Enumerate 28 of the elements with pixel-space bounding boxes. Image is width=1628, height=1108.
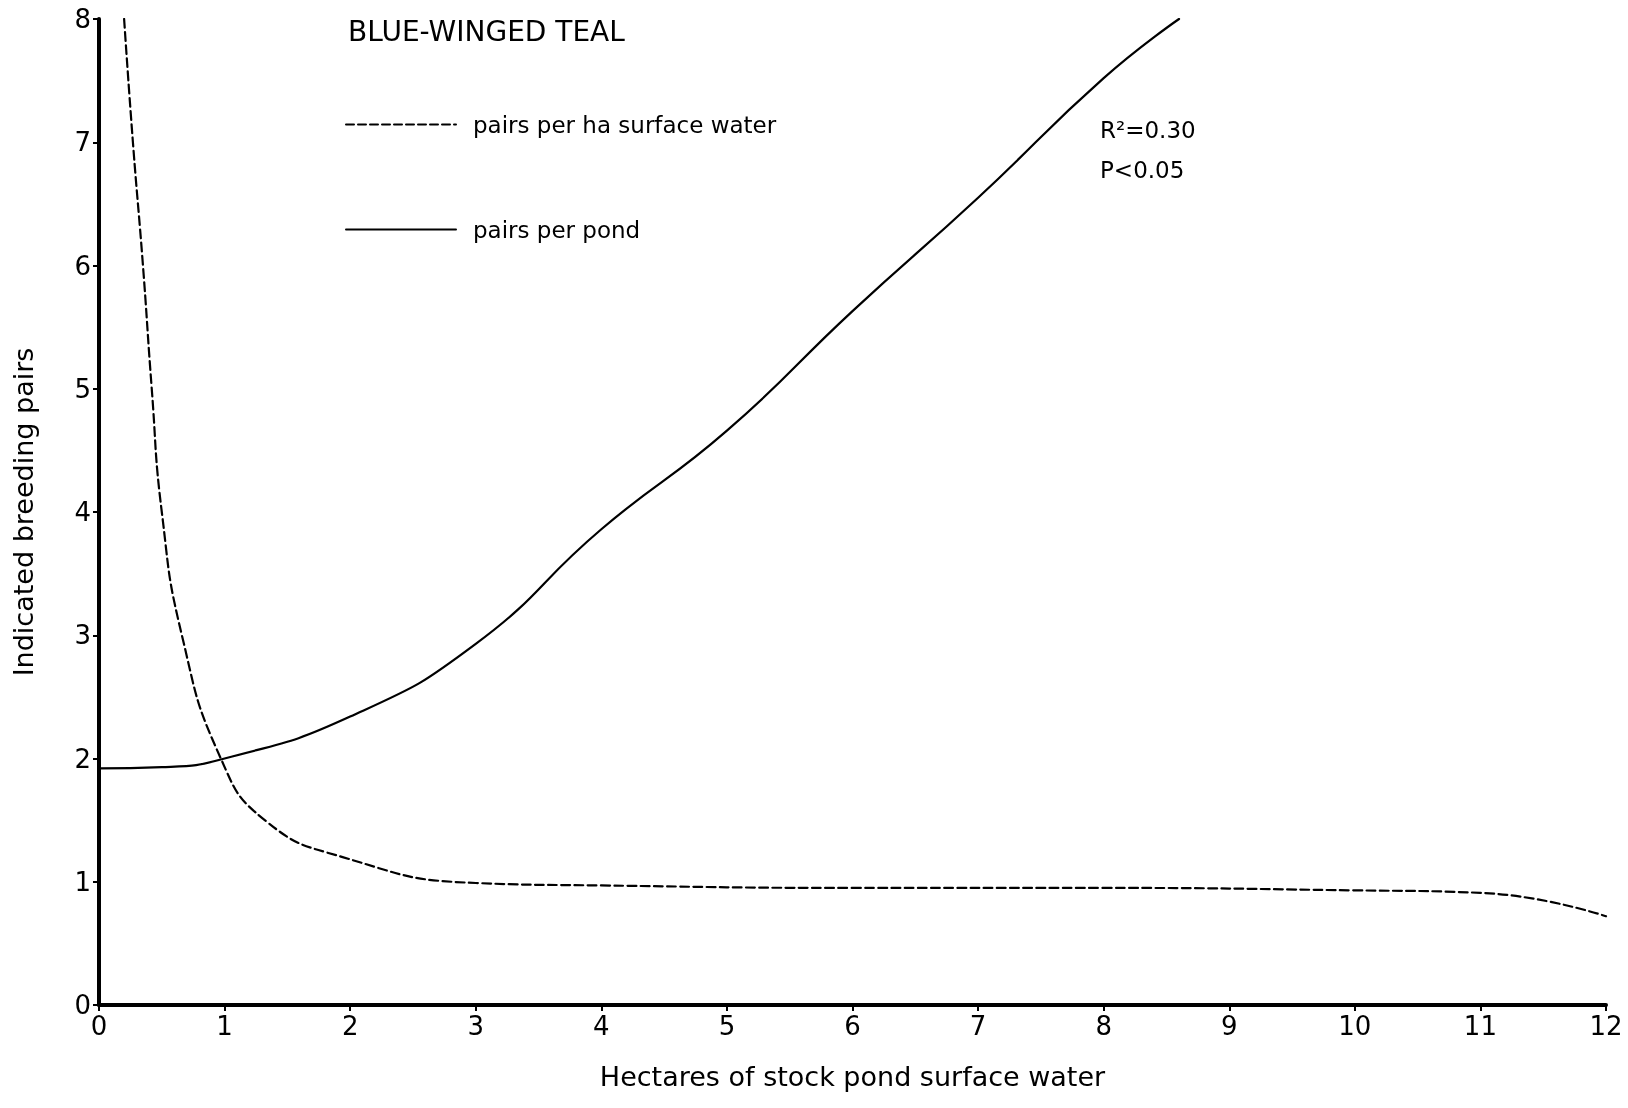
y-tick-label: 5: [74, 373, 91, 404]
y-tick-label: 2: [74, 743, 91, 774]
legend-label: pairs per pond: [473, 216, 641, 243]
x-tick-label: 11: [1463, 1011, 1497, 1041]
x-tick-label: 3: [467, 1011, 485, 1041]
annotation: P<0.05: [1100, 156, 1185, 183]
x-tick-label: 8: [1095, 1011, 1112, 1041]
y-tick-label: 3: [74, 620, 91, 651]
x-tick-label: 9: [1220, 1011, 1238, 1041]
y-tick-label: 0: [74, 990, 91, 1020]
y-tick-label: 7: [74, 127, 91, 158]
y-tick-label: 4: [74, 497, 91, 527]
y-tick-label: 8: [74, 4, 91, 34]
legend-label: pairs per ha surface water: [473, 111, 777, 138]
x-tick-label: 6: [844, 1011, 861, 1041]
x-tick-label: 7: [969, 1011, 987, 1041]
x-tick-label: 1: [216, 1011, 233, 1041]
y-axis-title: Indicated breeding pairs: [8, 347, 39, 677]
x-axis-title: Hectares of stock pond surface water: [599, 1061, 1107, 1092]
x-tick-label: 4: [593, 1011, 610, 1041]
x-tick-label: 12: [1589, 1011, 1623, 1041]
x-tick-label: 2: [341, 1011, 359, 1041]
y-tick-label: 6: [74, 250, 91, 281]
y-tick-label: 1: [74, 866, 91, 897]
x-tick-label: 10: [1338, 1011, 1372, 1041]
annotation: R²=0.30: [1100, 116, 1196, 143]
chart-title: BLUE-WINGED TEAL: [348, 14, 626, 48]
x-tick-label: 5: [718, 1011, 736, 1041]
